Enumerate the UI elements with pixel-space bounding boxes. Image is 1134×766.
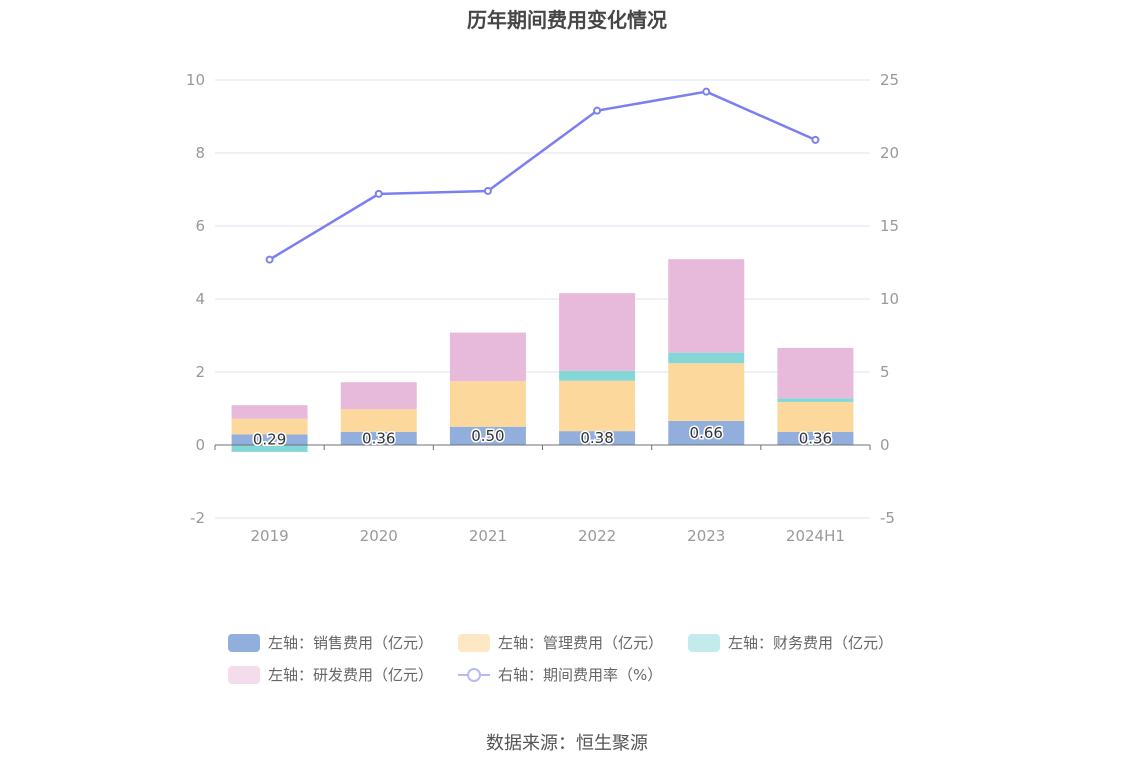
rate-line bbox=[268, 90, 816, 261]
y-right-tick-label: -5 bbox=[880, 509, 895, 527]
legend-line-rate-icon bbox=[458, 666, 490, 684]
bar-segment bbox=[231, 434, 308, 445]
y-right-tick-label: 15 bbox=[880, 217, 899, 235]
chart-plot: -2 0 2 4 6 8 10 -5 0 5 10 15 20 25 2019 2020 2021 2022 202… bbox=[186, 71, 899, 545]
bar-segment bbox=[449, 332, 526, 382]
rate-point bbox=[374, 189, 383, 198]
bar-segment bbox=[559, 431, 636, 445]
legend-label-sales: 左轴：销售费用（亿元） bbox=[268, 634, 434, 652]
x-tick-label: 2022 bbox=[578, 527, 616, 545]
legend-item-rnd[interactable]: 左轴：研发费用（亿元） bbox=[228, 664, 433, 685]
rate-point bbox=[593, 106, 602, 115]
rate-point bbox=[265, 255, 274, 264]
legend-label-admin: 左轴：管理费用（亿元） bbox=[498, 634, 664, 652]
bar-segment bbox=[668, 420, 745, 445]
bar-segment bbox=[668, 259, 745, 353]
bar-segment bbox=[231, 418, 308, 435]
bar-segment bbox=[449, 426, 526, 445]
rate-point bbox=[811, 135, 820, 144]
bar-data-label: 0.50 bbox=[471, 427, 504, 445]
y-right-tick-label: 0 bbox=[880, 436, 890, 454]
bar-segment bbox=[559, 293, 636, 371]
x-tick-label: 2023 bbox=[687, 527, 725, 545]
y-right-tick-label: 25 bbox=[880, 71, 899, 89]
bar-segment bbox=[340, 431, 417, 445]
rate-point bbox=[702, 87, 711, 96]
bar-segment bbox=[668, 352, 745, 364]
legend-swatch-sales bbox=[228, 633, 260, 652]
y-right-tick-label: 10 bbox=[880, 290, 899, 308]
y-left-tick-label: 6 bbox=[195, 217, 205, 235]
bar-data-label: 0.36 bbox=[362, 429, 395, 447]
legend-swatch-admin bbox=[458, 633, 490, 652]
bar-segment bbox=[231, 445, 308, 452]
bar-segment bbox=[559, 380, 636, 432]
x-tick-label: 2021 bbox=[469, 527, 507, 545]
bar-segment bbox=[231, 405, 308, 419]
rate-point bbox=[483, 186, 492, 195]
y-left-tick-label: 4 bbox=[195, 290, 205, 308]
bar-segment bbox=[340, 409, 417, 432]
bar-segment bbox=[777, 347, 854, 399]
x-tick-label: 2024H1 bbox=[786, 527, 845, 545]
legend-item-admin[interactable]: 左轴：管理费用（亿元） bbox=[458, 632, 663, 653]
y-left-tick-label: 10 bbox=[186, 71, 205, 89]
x-tick-label: 2020 bbox=[360, 527, 398, 545]
x-tick-label: 2019 bbox=[250, 527, 288, 545]
y-left-tick-label: 8 bbox=[195, 144, 205, 162]
y-left-tick-label: 0 bbox=[195, 436, 205, 454]
bar-segment bbox=[668, 363, 745, 421]
bar-data-label: 0.29 bbox=[253, 431, 286, 449]
bar-data-label: 0.36 bbox=[799, 429, 832, 447]
bar-segment bbox=[777, 401, 854, 432]
legend-item-sales[interactable]: 左轴：销售费用（亿元） bbox=[228, 632, 433, 653]
legend-swatch-rnd bbox=[228, 665, 260, 684]
bar-segment bbox=[449, 381, 526, 427]
legend-label-finance: 左轴：财务费用（亿元） bbox=[728, 634, 894, 652]
legend-item-finance[interactable]: 左轴：财务费用（亿元） bbox=[688, 632, 893, 653]
bar-segment bbox=[340, 382, 417, 410]
source-note: 数据来源：恒生聚源 bbox=[486, 733, 648, 754]
bar-segment bbox=[559, 370, 636, 381]
legend-label-rnd: 左轴：研发费用（亿元） bbox=[268, 666, 434, 684]
bar-data-label: 0.66 bbox=[690, 424, 723, 442]
chart-title: 历年期间费用变化情况 bbox=[467, 8, 667, 32]
legend-swatch-finance bbox=[688, 633, 720, 652]
legend-label-rate: 右轴：期间费用率（%） bbox=[498, 666, 663, 684]
bar-segment bbox=[777, 398, 854, 402]
y-left-tick-label: -2 bbox=[190, 509, 205, 527]
y-left-tick-label: 2 bbox=[195, 363, 205, 381]
y-right-tick-label: 20 bbox=[880, 144, 899, 162]
legend-item-rate[interactable]: 右轴：期间费用率（%） bbox=[458, 664, 662, 685]
bar-segment bbox=[777, 431, 854, 445]
bar-data-label: 0.38 bbox=[580, 429, 613, 447]
y-right-tick-label: 5 bbox=[880, 363, 890, 381]
